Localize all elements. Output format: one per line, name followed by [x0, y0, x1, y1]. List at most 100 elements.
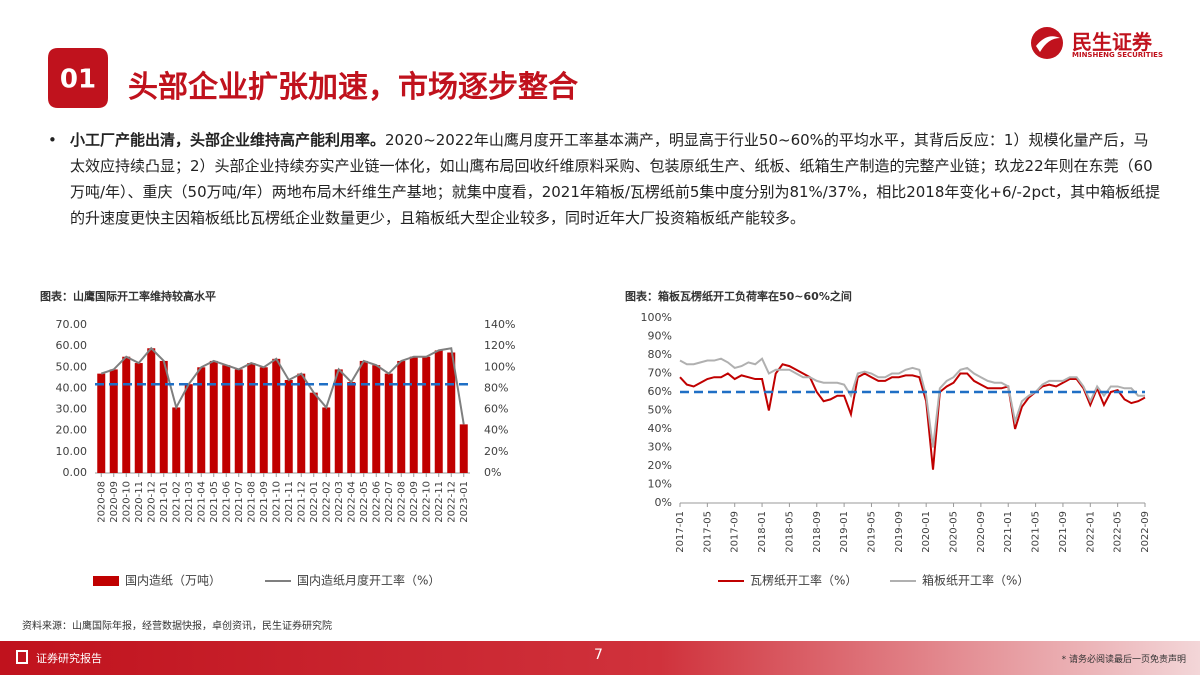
- bar: [234, 369, 243, 473]
- y-tick-label: 60%: [648, 385, 672, 398]
- x-tick-label: 2020-09: [976, 511, 987, 553]
- bar: [284, 379, 293, 473]
- legend-label: 国内造纸月度开工率（%）: [297, 573, 440, 588]
- bar: [384, 373, 393, 473]
- x-tick-label: 2022-02: [321, 481, 332, 523]
- bullet: • 小工厂产能出清，头部企业维持高产能利用率。2020~2022年山鹰月度开工率…: [48, 127, 1163, 231]
- bar: [372, 365, 381, 473]
- x-tick-label: 2021-01: [159, 481, 170, 523]
- charts: 图表：山鹰国际开工率维持较高水平 0.00 10.00 20.00 30.00 40.00…: [40, 289, 1151, 588]
- x-tick-label: 2020-09: [109, 481, 120, 523]
- chart-title: 图表：山鹰国际开工率维持较高水平: [40, 289, 216, 303]
- x-tick-label: 2022-08: [396, 481, 407, 523]
- x-tick-label: 2022-07: [384, 481, 395, 523]
- y-tick-label: 50%: [648, 404, 672, 417]
- x-tick-label: 2021-08: [246, 481, 257, 523]
- x-tick-label: 2022-01: [309, 481, 320, 523]
- x-tick-label: 2022-10: [421, 481, 432, 523]
- bar: [297, 373, 306, 473]
- y-tick-label: 0%: [655, 496, 672, 509]
- x-tick-label: 2022-05: [359, 481, 370, 523]
- badge: 01: [48, 48, 108, 108]
- bar: [447, 352, 456, 473]
- y-tick-label: 10%: [648, 478, 672, 491]
- section-number: 01: [60, 65, 96, 95]
- bar: [309, 392, 318, 473]
- bar: [272, 358, 281, 473]
- chart-title: 图表：箱板瓦楞纸开工负荷率在50~60%之间: [625, 289, 852, 303]
- x-tick-label: 2019-05: [866, 511, 877, 553]
- x-tick-label: 2020-11: [134, 481, 145, 523]
- y-tick-label: 20.00: [56, 424, 88, 437]
- bar: [459, 424, 468, 473]
- bar: [322, 407, 331, 473]
- bar: [109, 369, 118, 473]
- footer-bar: 证券研究报告 7 * 请务必阅读最后一页免责声明: [0, 641, 1200, 675]
- x-tick-label: 2017-05: [702, 511, 713, 553]
- x-tick-label: 2022-06: [371, 481, 382, 523]
- y-tick-label: 80%: [648, 348, 672, 361]
- logo-icon: [1031, 27, 1063, 59]
- logo-text: 民生证券: [1072, 30, 1152, 54]
- x-tick-label: 2022-12: [446, 481, 457, 523]
- x-tick-label: 2021-05: [209, 481, 220, 523]
- bullet-text: 2020~2022年山鹰月度开工率基本满产，明显高于行业50~60%的平均水平，…: [70, 131, 1161, 227]
- footer-label: 证券研究报告: [36, 652, 102, 665]
- bar: [409, 356, 418, 473]
- x-tick-label: 2020-10: [121, 481, 132, 523]
- y-tick-label: 0.00: [63, 466, 88, 479]
- x-tick-label: 2020-05: [949, 511, 960, 553]
- x-tick-label: 2018-09: [812, 511, 823, 553]
- y2-tick-label: 80%: [484, 381, 508, 394]
- y-tick-label: 70%: [648, 367, 672, 380]
- x-tick-label: 2022-05: [1113, 511, 1124, 553]
- y-tick-label: 30.00: [56, 403, 88, 416]
- page-number: 7: [594, 647, 603, 663]
- bar: [209, 360, 218, 473]
- x-tick-label: 2021-12: [296, 481, 307, 523]
- x-tick-label: 2021-01: [1003, 511, 1014, 553]
- legend-label: 国内造纸（万吨）: [125, 574, 221, 588]
- bar: [197, 367, 206, 473]
- bullet-dot: •: [48, 131, 57, 149]
- legend-label: 瓦楞纸开工率（%）: [750, 573, 857, 588]
- logo-en: MINSHENG SECURITIES: [1072, 51, 1163, 59]
- series-line: [679, 363, 1146, 470]
- x-tick-label: 2021-07: [234, 481, 245, 523]
- y-tick-label: 100%: [641, 311, 672, 324]
- x-tick-label: 2020-01: [921, 511, 932, 553]
- bar: [334, 369, 343, 473]
- series-line: [679, 357, 1145, 448]
- x-tick-label: 2021-10: [271, 481, 282, 523]
- source: 资料来源：山鹰国际年报，经营数据快报，卓创资讯，民生证券研究院: [22, 621, 332, 632]
- x-tick-label: 2022-01: [1085, 511, 1096, 553]
- bar: [122, 356, 131, 473]
- y-tick-label: 90%: [648, 330, 672, 343]
- x-tick-label: 2021-05: [1031, 511, 1042, 553]
- slide-title: 头部企业扩张加速，市场逐步整合: [128, 70, 578, 105]
- bar: [184, 384, 193, 473]
- x-tick-label: 2017-09: [730, 511, 741, 553]
- bar: [259, 367, 268, 473]
- x-tick-label: 2021-06: [221, 481, 232, 523]
- y-tick-label: 50.00: [56, 360, 88, 373]
- x-tick-label: 2020-08: [96, 481, 107, 523]
- y2-tick-label: 140%: [484, 318, 515, 331]
- y-tick-label: 20%: [648, 459, 672, 472]
- y-tick-label: 30%: [648, 441, 672, 454]
- x-tick-label: 2021-03: [184, 481, 195, 523]
- x-tick-label: 2023-01: [459, 481, 470, 523]
- y-tick-label: 60.00: [56, 339, 88, 352]
- x-tick-label: 2019-01: [839, 511, 850, 553]
- x-tick-label: 2017-01: [675, 511, 686, 553]
- y2-tick-label: 0%: [484, 466, 501, 479]
- y2-tick-label: 100%: [484, 360, 515, 373]
- x-tick-label: 2021-02: [171, 481, 182, 523]
- y-tick-label: 10.00: [56, 445, 88, 458]
- bullet-lead: 小工厂产能出清，头部企业维持高产能利用率。: [70, 131, 386, 149]
- x-tick-label: 2022-03: [334, 481, 345, 523]
- x-tick-label: 2022-09: [409, 481, 420, 523]
- disclaimer: * 请务必阅读最后一页免责声明: [1061, 655, 1186, 665]
- y-tick-label: 40.00: [56, 381, 88, 394]
